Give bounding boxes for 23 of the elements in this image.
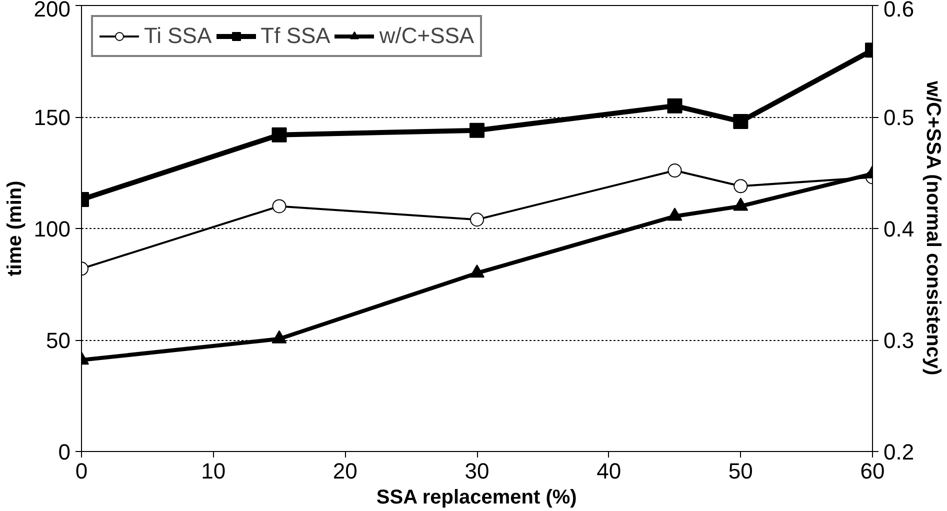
y-tick-label: 150 — [34, 105, 71, 130]
x-axis-title: SSA replacement (%) — [376, 486, 577, 508]
y2-tick-label: 0.2 — [884, 440, 914, 464]
x-tick-label: 60 — [860, 458, 885, 484]
x-tick-label: 10 — [201, 458, 226, 484]
x-tick-label: 30 — [464, 458, 490, 484]
legend-label: Ti SSA — [144, 23, 212, 49]
x-tick-label: 40 — [596, 458, 622, 484]
legend-label: w/C+SSA — [379, 23, 474, 49]
x-tick-label: 50 — [728, 458, 753, 484]
legend-label: Tf SSA — [260, 23, 330, 49]
y-tick-label: 200 — [34, 0, 71, 22]
y2-axis-title: w/C+SSA (normal consistency) — [922, 80, 944, 376]
y2-tick-label: 0.5 — [884, 105, 914, 130]
y-axis-title: time (min) — [4, 180, 26, 276]
y2-tick-label: 0.6 — [884, 0, 914, 22]
y-tick-label: 100 — [34, 216, 71, 242]
x-tick-label: 20 — [332, 458, 358, 484]
x-tick-label: 0 — [75, 458, 88, 484]
y2-tick-label: 0.3 — [884, 328, 914, 353]
y-tick-label: 50 — [46, 328, 71, 353]
y2-tick-label: 0.4 — [884, 216, 914, 242]
y-tick-label: 0 — [58, 440, 71, 464]
